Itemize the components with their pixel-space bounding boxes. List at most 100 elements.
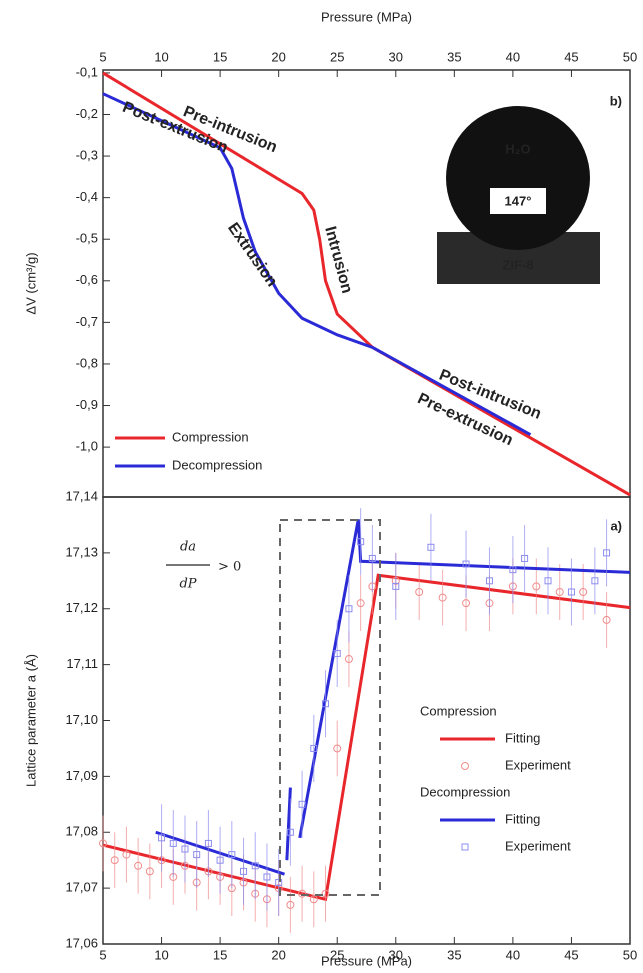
x-tick-label: 40: [506, 49, 520, 64]
x-tick-label: 45: [564, 49, 578, 64]
marker: [427, 543, 435, 551]
marker: [462, 560, 470, 568]
legend-label: Fitting: [505, 730, 540, 745]
y-tick-label: -1,0: [76, 439, 98, 454]
marker: [158, 834, 166, 842]
y-tick-label: 17,11: [66, 656, 98, 671]
x-tick-label: 35: [447, 947, 461, 962]
marker: [216, 856, 224, 864]
marker: [181, 845, 189, 853]
marker: [485, 577, 493, 585]
marker: [579, 587, 588, 596]
inset-drop: [446, 106, 590, 250]
marker: [263, 873, 271, 881]
x-tick-label: 10: [154, 49, 168, 64]
annotation-numerator: da: [180, 540, 196, 555]
y-tick-label: -0,7: [76, 314, 98, 329]
x-tick-label: 30: [389, 947, 403, 962]
y-tick-label: -0,8: [76, 355, 98, 370]
marker: [251, 862, 259, 870]
y-tick-label: -0,3: [76, 148, 98, 163]
marker: [145, 867, 154, 876]
annotation-denominator: dP: [179, 577, 196, 592]
marker: [169, 839, 177, 847]
x-tick-label: 15: [213, 947, 227, 962]
legend-group: Compression: [420, 703, 497, 718]
marker: [122, 850, 131, 859]
y-tick-label: -0,1: [76, 64, 98, 79]
legend-swatch: [461, 762, 469, 770]
inset-liquid: H₂O: [505, 141, 530, 156]
marker: [521, 554, 529, 562]
legend-label: Fitting: [505, 811, 540, 826]
marker: [298, 889, 307, 898]
panel-label: a): [610, 518, 622, 533]
marker: [309, 895, 318, 904]
inset-angle: 147°: [505, 193, 532, 208]
x-tick-label: 5: [99, 49, 106, 64]
marker: [193, 851, 201, 859]
marker: [591, 577, 599, 585]
legend-label: Experiment: [505, 757, 571, 772]
marker: [357, 538, 365, 546]
line: [298, 519, 631, 839]
highlight-box: [279, 519, 381, 896]
y-tick-label: -0,9: [76, 397, 98, 412]
y-tick-label: -0,5: [76, 231, 98, 246]
marker: [322, 700, 330, 708]
marker: [310, 744, 318, 752]
marker: [110, 856, 119, 865]
y-tick-label: -0,6: [76, 272, 98, 287]
marker: [462, 599, 471, 608]
marker: [134, 861, 143, 870]
marker: [368, 554, 376, 562]
legend-swatch: [461, 843, 469, 851]
y-tick-label: 17,09: [65, 768, 98, 783]
marker: [602, 615, 611, 624]
x-tick-label: 25: [330, 49, 344, 64]
marker: [509, 566, 517, 574]
legend-label: Compression: [172, 429, 249, 444]
marker: [204, 839, 212, 847]
y-tick-label: 17,13: [65, 544, 98, 559]
legend-label: Decompression: [172, 457, 262, 472]
legend-group: Decompression: [420, 784, 510, 799]
line: [285, 787, 292, 861]
x-tick-label: 45: [564, 947, 578, 962]
inset-angle-box: [490, 188, 546, 214]
marker: [544, 577, 552, 585]
x-tick-label: 10: [154, 947, 168, 962]
x-tick-label: 25: [330, 947, 344, 962]
x-tick-label: 5: [99, 947, 106, 962]
x-tick-label: 50: [623, 947, 637, 962]
x-tick-label: 35: [447, 49, 461, 64]
y-tick-label: -0,4: [76, 189, 98, 204]
marker: [240, 867, 248, 875]
marker: [298, 800, 306, 808]
x-tick-label: 40: [506, 947, 520, 962]
marker: [555, 587, 564, 596]
line: [102, 92, 532, 436]
marker: [99, 839, 107, 848]
marker: [344, 655, 353, 664]
x-tick-label: 15: [213, 49, 227, 64]
marker: [603, 549, 611, 557]
legend-label: Experiment: [505, 838, 571, 853]
y-axis-label: Lattice parameter a (Å): [23, 654, 38, 787]
x-tick-label: 20: [271, 49, 285, 64]
y-tick-label: 17,08: [65, 824, 98, 839]
marker: [275, 879, 283, 887]
marker: [333, 649, 341, 657]
x-tick-label: 30: [389, 49, 403, 64]
y-axis-label: ΔV (cm³/g): [23, 252, 38, 314]
marker: [286, 828, 294, 836]
annotation-text: > 0: [218, 560, 241, 575]
marker: [392, 582, 400, 590]
marker: [286, 900, 295, 909]
y-tick-label: -0,2: [76, 106, 98, 121]
line: [102, 71, 631, 497]
marker: [567, 588, 575, 596]
x-tick-label: 20: [271, 947, 285, 962]
x-tick-label: 50: [623, 49, 637, 64]
